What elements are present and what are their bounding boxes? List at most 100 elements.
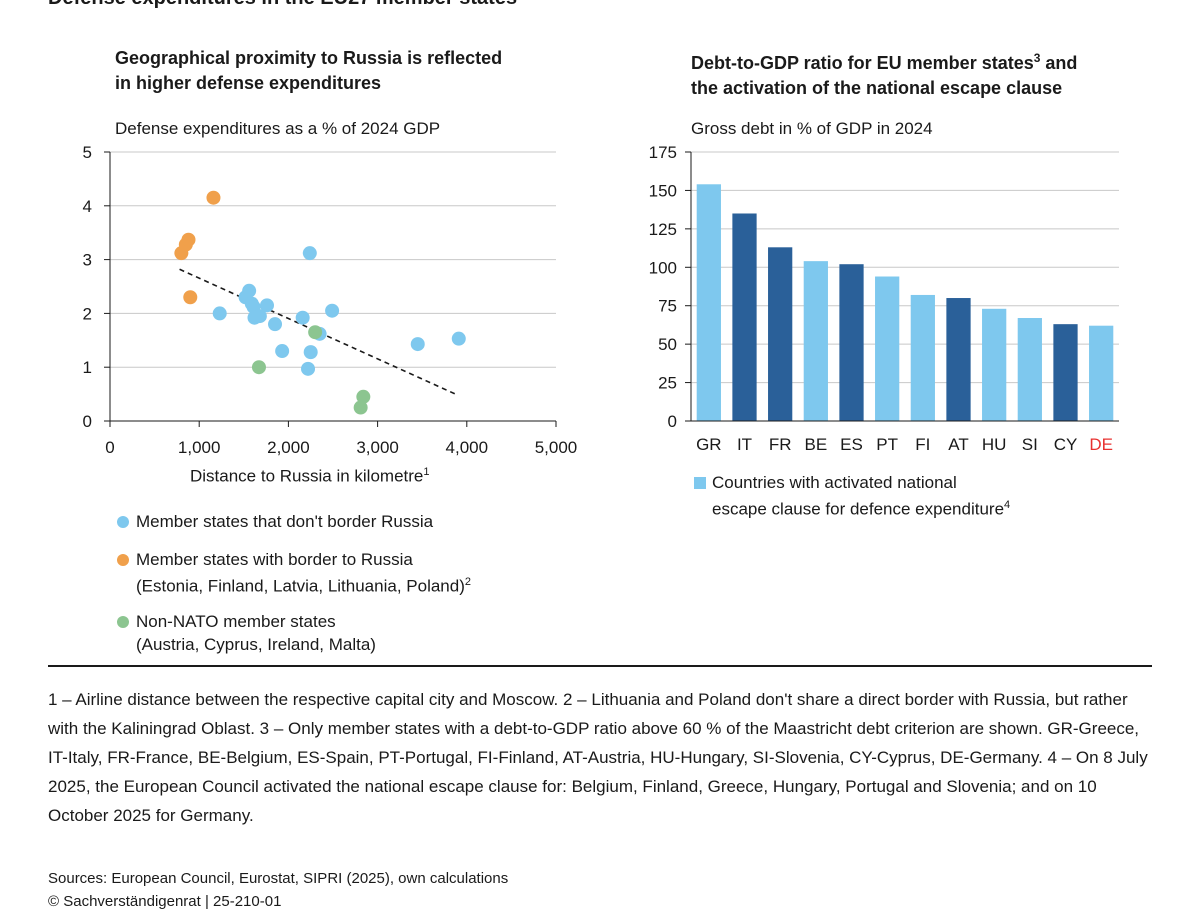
legend-item-no-border: Member states that don't border Russia	[136, 510, 433, 533]
bar-si	[1017, 318, 1042, 421]
footnotes: 1 – Airline distance between the respect…	[48, 690, 1148, 825]
scatter-chart: 0 1 2 3 4 5 0 1,000 2,000 3,000 4,000 5,000	[83, 143, 578, 457]
bar-legend-item: Countries with activated national escape…	[712, 471, 1010, 521]
scatter-point-green	[308, 325, 323, 340]
legend-item-border: Member states with border to Russia (Est…	[136, 548, 471, 598]
scatter-point-light-blue	[295, 310, 310, 325]
legend-label-non-nato-countries: (Austria, Cyprus, Ireland, Malta)	[136, 635, 376, 654]
bar-title-line2: the activation of the national escape cl…	[691, 78, 1063, 98]
scatter-point-light-blue	[410, 337, 425, 352]
scatter-point-light-blue	[325, 303, 340, 318]
sources: Sources: European Council, Eurostat, SIP…	[48, 870, 509, 887]
scatter-title-line2: in higher defense expenditures	[115, 73, 382, 93]
scatter-point-green	[353, 400, 368, 415]
scatter-point-light-blue	[212, 306, 227, 321]
figure-title: Defense expenditures in the EU27 member …	[48, 0, 517, 10]
bar-legend-footnote-ref: 4	[1004, 499, 1011, 511]
bar-x-tick-label-gr: GR	[696, 435, 722, 454]
legend-marker-border	[117, 554, 129, 566]
bar-y-tick-label: 0	[668, 412, 677, 431]
scatter-x-tick-label: 5,000	[535, 438, 578, 457]
bar-y-tick-label: 25	[658, 374, 677, 393]
bar-y-tick-label: 75	[658, 297, 677, 316]
scatter-point-green	[356, 389, 371, 404]
scatter-point-light-blue	[301, 361, 316, 376]
scatter-x-tick-label: 3,000	[356, 438, 399, 457]
bar-pt	[875, 276, 900, 421]
bar-x-tick-label-at: AT	[948, 435, 968, 454]
bar-chart-title: Debt-to-GDP ratio for EU member states3 …	[691, 46, 1077, 101]
scatter-x-axis-label: Distance to Russia in kilometre1	[190, 466, 430, 487]
legend-label-no-border: Member states that don't border Russia	[136, 512, 434, 531]
legend-label-border-countries: (Estonia, Finland, Latvia, Lithuania, Po…	[136, 576, 465, 596]
bar-be	[803, 261, 828, 421]
bar-x-tick-label-de: DE	[1089, 435, 1113, 454]
bar-hu	[982, 308, 1007, 421]
scatter-x-tick-label: 0	[105, 438, 114, 457]
bar-legend-label-line1: Countries with activated national	[712, 473, 957, 492]
scatter-x-tick-label: 2,000	[267, 438, 310, 457]
bar-legend-marker	[694, 477, 706, 489]
legend-border-footnote-ref: 2	[464, 576, 471, 588]
scatter-point-light-blue	[302, 246, 317, 261]
bar-de	[1089, 325, 1114, 421]
scatter-y-tick-label: 1	[83, 358, 92, 377]
separator-rule	[48, 665, 1152, 667]
scatter-y-axis-label: Defense expenditures as a % of 2024 GDP	[115, 119, 441, 138]
bar-fi	[910, 294, 935, 421]
scatter-point-light-blue	[259, 298, 274, 313]
bar-legend-label-line2: escape clause for defence expenditure	[712, 499, 1005, 519]
copyright: © Sachverständigenrat | 25-210-01	[48, 893, 282, 910]
scatter-x-tick-label: 4,000	[446, 438, 489, 457]
bar-title-footnote-ref: 3	[1033, 51, 1041, 65]
scatter-y-tick-label: 3	[83, 251, 92, 270]
scatter-point-orange	[183, 290, 198, 305]
scatter-title-line1: Geographical proximity to Russia is refl…	[115, 48, 503, 68]
scatter-point-light-blue	[451, 331, 466, 346]
bar-cy	[1053, 324, 1078, 421]
bar-y-tick-label: 125	[649, 220, 677, 239]
legend-marker-non-nato	[117, 616, 129, 628]
bar-y-tick-label: 175	[649, 143, 677, 162]
scatter-point-light-blue	[268, 317, 283, 332]
bar-x-tick-label-cy: CY	[1054, 435, 1078, 454]
bar-x-tick-label-fr: FR	[769, 435, 792, 454]
scatter-point-light-blue	[275, 344, 290, 359]
scatter-point-light-blue	[303, 345, 318, 360]
legend-item-non-nato: Non-NATO member states (Austria, Cyprus,…	[136, 610, 376, 656]
scatter-point-orange	[206, 190, 221, 205]
legend-label-non-nato: Non-NATO member states	[136, 612, 336, 631]
bar-x-tick-label-it: IT	[737, 435, 752, 454]
scatter-point-green	[251, 360, 266, 375]
scatter-y-tick-label: 5	[83, 143, 92, 162]
legend-label-border: Member states with border to Russia	[136, 550, 413, 569]
bar-title-line1-end: and	[1040, 53, 1078, 73]
bar-fr	[768, 247, 793, 421]
scatter-chart-title: Geographical proximity to Russia is refl…	[115, 46, 502, 96]
scatter-y-tick-label: 0	[83, 412, 92, 431]
bar-y-tick-label: 100	[649, 258, 677, 277]
scatter-point-light-blue	[252, 309, 267, 324]
bar-y-tick-label: 150	[649, 181, 677, 200]
scatter-point-orange	[181, 232, 196, 247]
bar-x-tick-label-si: SI	[1022, 435, 1038, 454]
scatter-x-tick-label: 1,000	[178, 438, 221, 457]
bar-x-tick-label-pt: PT	[876, 435, 898, 454]
bar-y-tick-label: 50	[658, 335, 677, 354]
bar-y-axis-label: Gross debt in % of GDP in 2024	[691, 119, 933, 138]
bar-es	[839, 264, 864, 421]
scatter-y-tick-label: 4	[83, 197, 92, 216]
legend-marker-no-border	[117, 516, 129, 528]
bar-x-tick-label-be: BE	[804, 435, 827, 454]
bar-at	[946, 298, 971, 421]
scatter-x-axis-label-text: Distance to Russia in kilometre	[190, 466, 424, 486]
bar-x-tick-label-es: ES	[840, 435, 863, 454]
bar-chart: 0 25 50 75 100 125 150 175 GR IT FR BE ES PT FI AT HU SI C…	[649, 143, 1119, 454]
bar-title-line1: Debt-to-GDP ratio for EU member states	[691, 53, 1034, 73]
scatter-point-light-blue	[242, 283, 257, 298]
bar-gr	[696, 184, 721, 421]
scatter-y-tick-label: 2	[83, 304, 92, 323]
trend-line	[179, 268, 459, 396]
bar-x-tick-label-hu: HU	[982, 435, 1007, 454]
scatter-x-axis-footnote-ref: 1	[423, 466, 430, 478]
